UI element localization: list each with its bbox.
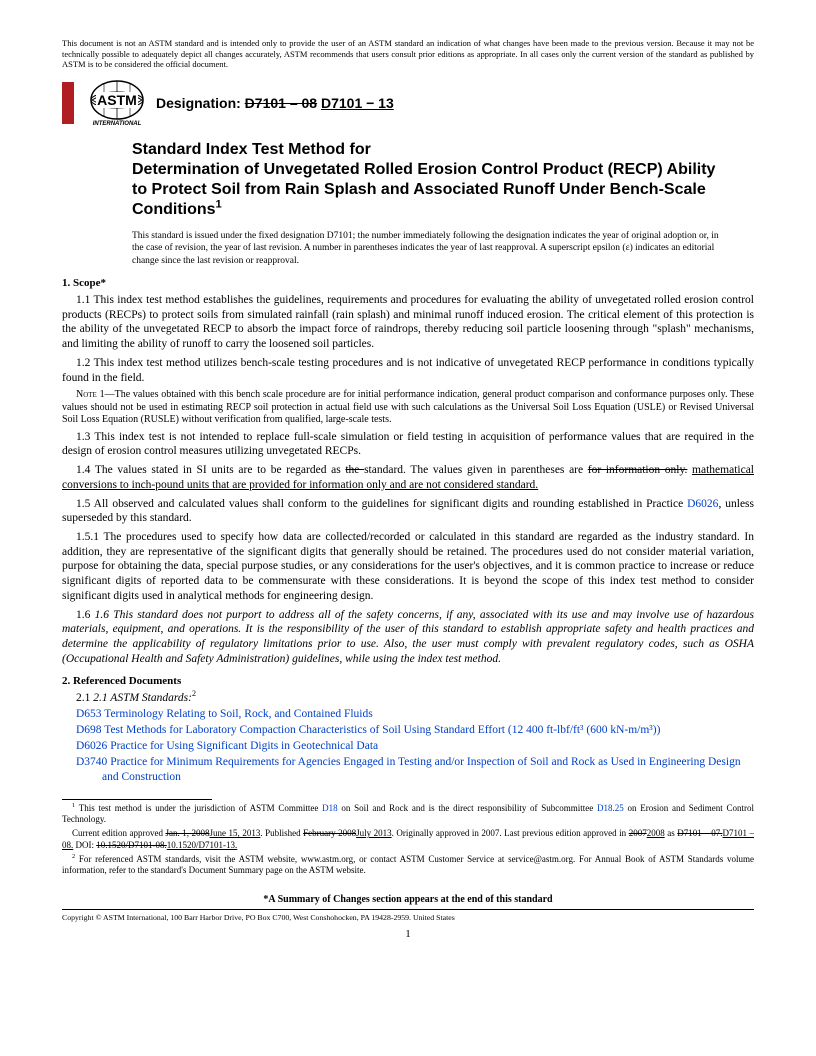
title-sup: 1 xyxy=(216,199,222,211)
red-strip xyxy=(62,82,74,124)
title-line1: Standard Index Test Method for xyxy=(132,141,371,158)
note-1: Note 1—The values obtained with this ben… xyxy=(62,389,754,427)
designation-new: D7101 − 13 xyxy=(321,95,394,111)
svg-text:ASTM: ASTM xyxy=(97,92,137,108)
footnote-1b: Current edition approved Jan. 1, 2008Jun… xyxy=(62,828,754,851)
top-disclaimer: This document is not an ASTM standard an… xyxy=(62,38,754,70)
copyright: Copyright © ASTM International, 100 Barr… xyxy=(62,909,754,922)
para-1-5-1: 1.5.1 The procedures used to specify how… xyxy=(62,530,754,604)
page-number: 1 xyxy=(62,928,754,940)
para-1-4: 1.4 The values stated in SI units are to… xyxy=(62,463,754,492)
footnote-rule xyxy=(62,799,212,800)
para-1-1: 1.1 This index test method establishes t… xyxy=(62,293,754,352)
ref-item: D3740 Practice for Minimum Requirements … xyxy=(76,755,754,785)
link-d698[interactable]: D698 xyxy=(76,724,102,736)
para-1-6: 1.6 1.6 This standard does not purport t… xyxy=(62,608,754,667)
ref-list: D653 Terminology Relating to Soil, Rock,… xyxy=(76,707,754,785)
issuance-note: This standard is issued under the fixed … xyxy=(132,230,724,267)
refdocs-heading: 2. Referenced Documents xyxy=(62,675,754,687)
link-d6026b[interactable]: D6026 xyxy=(76,740,107,752)
svg-text:INTERNATIONAL: INTERNATIONAL xyxy=(93,121,142,126)
footnote-1: 1 This test method is under the jurisdic… xyxy=(62,803,754,826)
ref-item: D653 Terminology Relating to Soil, Rock,… xyxy=(76,707,754,722)
main-title: Standard Index Test Method for Determina… xyxy=(132,140,724,220)
designation-label: Designation: xyxy=(156,95,241,111)
link-d3740[interactable]: D3740 xyxy=(76,756,107,768)
page: This document is not an ASTM standard an… xyxy=(0,0,816,970)
title-block: Standard Index Test Method for Determina… xyxy=(132,140,724,267)
link-d6026[interactable]: D6026 xyxy=(687,498,718,510)
header-row: ASTM INTERNATIONAL Designation: D7101 – … xyxy=(62,80,754,126)
summary-changes-note: *A Summary of Changes section appears at… xyxy=(62,894,754,905)
designation-old: D7101 – 08 xyxy=(245,95,317,111)
designation: Designation: D7101 – 08 D7101 − 13 xyxy=(156,95,394,111)
note-label: Note 1— xyxy=(76,389,115,400)
para-1-5: 1.5 All observed and calculated values s… xyxy=(62,497,754,526)
note-text: The values obtained with this bench scal… xyxy=(62,389,754,425)
astm-logo: ASTM INTERNATIONAL xyxy=(90,80,144,126)
footnote-2: 2 For referenced ASTM standards, visit t… xyxy=(62,854,754,877)
para-1-3: 1.3 This index test is not intended to r… xyxy=(62,430,754,459)
ref-item: D6026 Practice for Using Significant Dig… xyxy=(76,739,754,754)
scope-heading: 1. Scope* xyxy=(62,277,754,289)
link-d653[interactable]: D653 xyxy=(76,708,102,720)
para-1-2: 1.2 This index test method utilizes benc… xyxy=(62,356,754,385)
ref-2-1: 2.1 2.1 ASTM Standards:2 xyxy=(62,691,754,706)
ref-item: D698 Test Methods for Laboratory Compact… xyxy=(76,723,754,738)
